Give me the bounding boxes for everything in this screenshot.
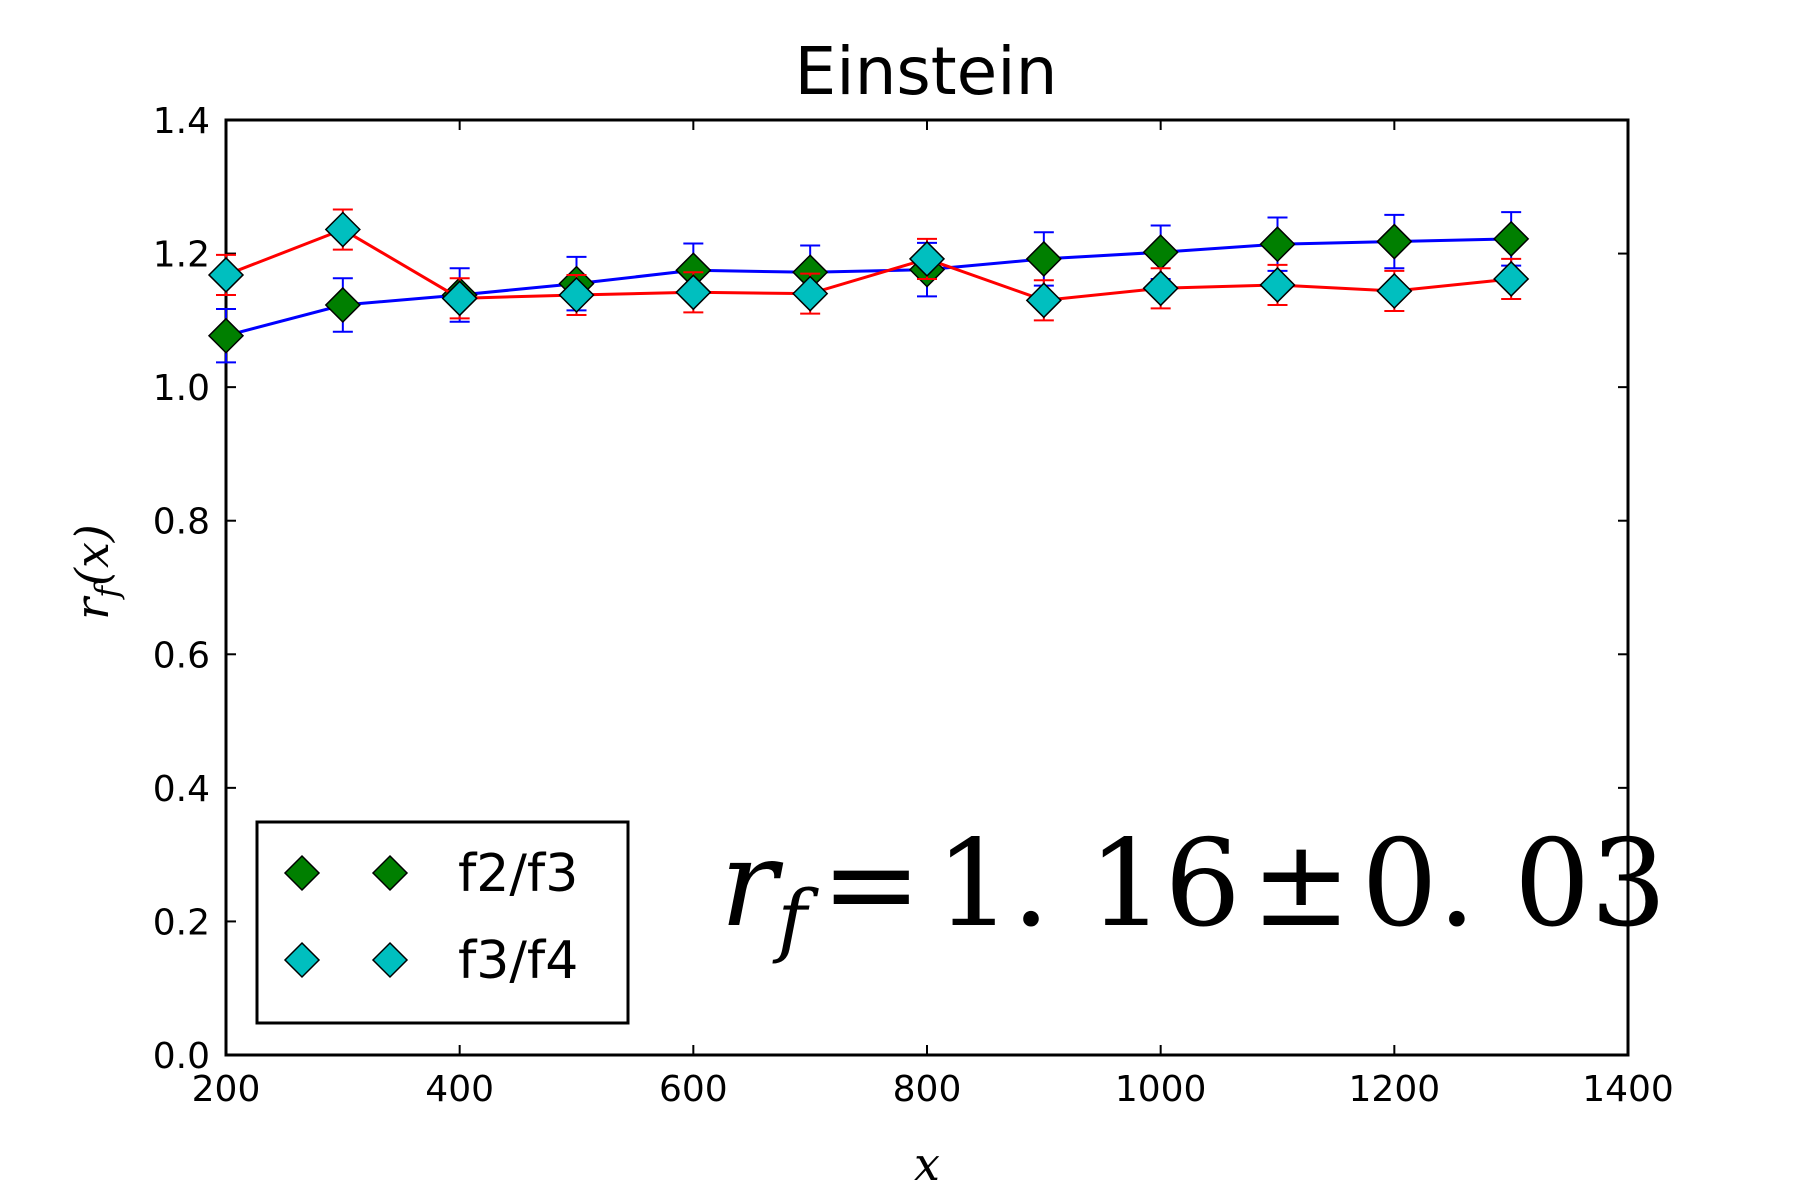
series-2: [207, 208, 1530, 322]
x-tick-label: 400: [425, 1069, 494, 1110]
data-point: [1493, 220, 1530, 257]
data-point: [908, 240, 946, 277]
data-point: [1025, 240, 1062, 277]
data-point: [1142, 270, 1179, 307]
y-axis-label-text: r: [65, 595, 119, 620]
rf-annotation-value: 1. 16: [936, 815, 1241, 954]
data-point: [558, 276, 595, 314]
y-tick-label: 0.0: [153, 1036, 210, 1077]
x-tick-label: 800: [893, 1069, 962, 1110]
x-tick-label: 600: [659, 1069, 728, 1110]
chart-title: Einstein: [795, 33, 1058, 110]
data-point: [1376, 223, 1413, 260]
data-point: [1376, 272, 1413, 310]
data-point: [441, 280, 478, 317]
data-point: [207, 256, 245, 294]
series-1: [207, 211, 1530, 364]
x-axis-label: x: [914, 1137, 940, 1191]
y-tick-label: 0.4: [153, 769, 210, 810]
rf-annotation: rf = 1. 16±0. 03: [720, 815, 1667, 966]
x-tick-label: 1400: [1582, 1069, 1674, 1110]
data-point: [792, 275, 829, 312]
legend-marker: [371, 854, 409, 892]
legend-marker: [283, 941, 321, 979]
series-line: [225, 237, 1512, 338]
legend-entry: f2/f3: [283, 844, 578, 904]
y-tick-label: 1.0: [153, 368, 210, 409]
x-tick-label: 1200: [1349, 1069, 1441, 1110]
data-point: [675, 274, 712, 311]
data-point: [324, 211, 361, 248]
y-tick-label: 0.6: [153, 635, 210, 676]
data-point: [1493, 260, 1530, 298]
y-axis-ticks: 0.0 0.2 0.4 0.6 0.8 1.0 1.2 1.4: [153, 101, 1628, 1077]
y-tick-label: 0.8: [153, 502, 210, 543]
y-axis-label-arg: (x): [65, 524, 119, 586]
y-axis-label: rf(x): [65, 524, 126, 620]
data-point: [1259, 226, 1296, 263]
legend-label: f3/f4: [458, 931, 578, 991]
data-point: [207, 317, 245, 354]
series-line: [225, 227, 1512, 302]
data-point: [1142, 234, 1179, 271]
legend: f2/f3 f3/f4: [255, 820, 630, 1025]
rf-annotation-lhs: r: [720, 815, 784, 954]
y-tick-label: 1.2: [153, 235, 210, 276]
legend-marker: [283, 854, 321, 892]
data-point: [1259, 266, 1296, 304]
x-axis-ticks: 200 400 600 800 1000 1200 1400: [192, 120, 1674, 1110]
legend-label: f2/f3: [458, 844, 578, 904]
data-point: [324, 286, 361, 324]
rf-annotation-subscript: f: [772, 873, 819, 966]
y-tick-label: 0.2: [153, 902, 210, 943]
data-point: [1025, 282, 1062, 319]
svg-text:rf(x): rf(x): [65, 524, 126, 620]
legend-box: [255, 820, 630, 1025]
x-tick-label: 200: [192, 1069, 261, 1110]
y-tick-label: 1.4: [153, 101, 210, 142]
rf-annotation-pm: ±: [1251, 815, 1352, 954]
rf-annotation-equals: =: [821, 815, 922, 954]
rf-annotation-error: 0. 03: [1361, 815, 1666, 954]
legend-marker: [371, 941, 409, 979]
legend-entry: f3/f4: [283, 931, 578, 991]
x-tick-label: 1000: [1115, 1069, 1207, 1110]
series-layer: [207, 208, 1530, 364]
